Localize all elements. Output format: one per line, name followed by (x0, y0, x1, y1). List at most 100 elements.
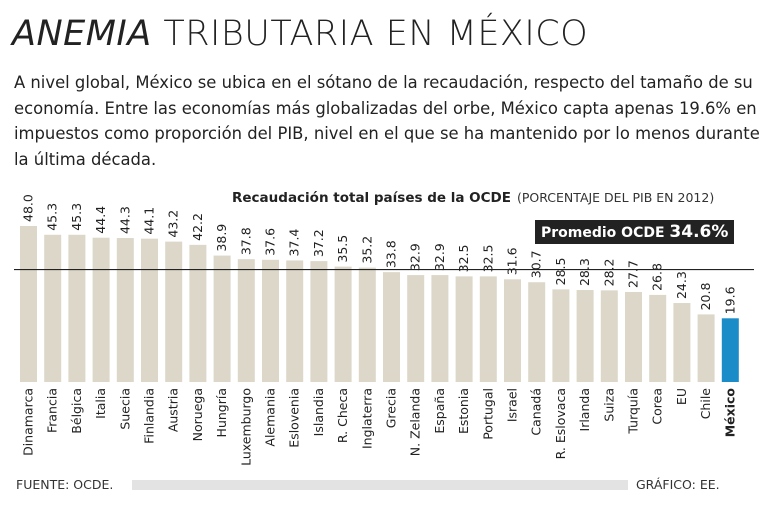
bar-españa (431, 275, 449, 382)
title-italic: ANEMIA (12, 14, 152, 54)
bar-turquía (625, 291, 642, 382)
bar-value-label: 42.2 (190, 213, 205, 241)
bar-value-label: 37.8 (238, 227, 253, 255)
bar-value-label: 45.3 (69, 203, 84, 231)
bar-italia (92, 237, 110, 382)
bar-dinamarca (20, 226, 37, 382)
bar-luxemburgo (237, 259, 255, 382)
chart-subtitle: Recaudación total países de la OCDE (PORC… (232, 190, 714, 206)
bar-value-label: 32.5 (480, 245, 495, 273)
bar-irlanda (576, 290, 594, 382)
bar-eslovenia (286, 260, 304, 382)
category-label: Grecia (384, 388, 399, 428)
bar-bélgica (68, 234, 86, 382)
bar-value-label: 37.4 (287, 229, 302, 257)
category-label: Canadá (529, 388, 544, 436)
category-label: Portugal (480, 388, 495, 440)
bar-finlandia (141, 238, 158, 382)
bar-chile (697, 314, 715, 382)
average-badge: Promedio OCDE 34.6% (535, 220, 735, 244)
graphic-credit: GRÁFICO: EE. (636, 477, 720, 492)
source-note: FUENTE: OCDE. (16, 477, 114, 492)
bar-value-label: 48.0 (21, 194, 36, 222)
category-label: R. Checa (335, 388, 350, 443)
bar-value-label: 28.5 (553, 258, 568, 286)
bar-noruega (189, 244, 207, 382)
category-label: Dinamarca (21, 388, 36, 456)
bar-inglaterra (358, 267, 376, 382)
category-label: Islandia (311, 388, 326, 436)
bar-value-label: 20.8 (698, 283, 713, 311)
category-label: Francia (45, 388, 60, 433)
bar-israel (504, 279, 521, 382)
bar-value-label: 19.6 (722, 286, 737, 314)
bar-corea (649, 294, 667, 382)
category-label: Finlandia (142, 388, 157, 444)
bar-r-checa (334, 266, 352, 382)
category-label: Hungría (214, 388, 229, 437)
bar-alemania (262, 259, 279, 382)
bar-value-label: 27.7 (626, 260, 641, 288)
category-label: R. Eslovaca (553, 388, 568, 459)
bar-value-label: 44.3 (117, 206, 132, 234)
bar-r-eslovaca (552, 289, 570, 382)
footer-divider (132, 480, 628, 490)
bar-islandia (310, 261, 328, 382)
bar-n-zelanda (407, 275, 425, 382)
chart-subtitle-unit: (PORCENTAJE DEL PIB EN 2012) (516, 190, 715, 205)
bar-value-label: 31.6 (505, 247, 520, 275)
bar-value-label: 44.4 (93, 206, 108, 234)
bar-value-label: 32.9 (408, 243, 423, 271)
bar-value-label: 44.1 (142, 207, 157, 235)
bar-value-label: 28.2 (601, 259, 616, 287)
category-label: Suecia (117, 388, 132, 430)
bar-value-label: 37.6 (263, 228, 278, 256)
bar-value-label: 32.5 (456, 245, 471, 273)
bar-canadá (528, 282, 546, 382)
bar-value-label: 43.2 (166, 210, 181, 238)
bar-value-label: 33.8 (384, 240, 399, 268)
bar-eu (673, 303, 691, 382)
bar-value-label: 45.3 (45, 203, 60, 231)
bar-value-label: 30.7 (529, 250, 544, 278)
category-label: Irlanda (577, 388, 592, 431)
category-label: Chile (698, 388, 713, 420)
bar-estonia (455, 276, 473, 382)
bar-value-label: 26.8 (650, 263, 665, 291)
category-label: Inglaterra (359, 388, 374, 449)
bar-value-label: 35.5 (335, 235, 350, 263)
bar-value-label: 24.3 (674, 271, 689, 299)
average-value: 34.6% (669, 222, 729, 242)
category-label: EU (674, 388, 689, 405)
category-label: Bélgica (69, 388, 84, 434)
category-label: Corea (650, 388, 665, 425)
title-rest: TRIBUTARIA EN MÉXICO (151, 14, 589, 54)
bar-hungría (213, 255, 231, 382)
category-label: Alemania (263, 388, 278, 447)
category-label: Suiza (601, 388, 616, 422)
chart-title: ANEMIA TRIBUTARIA EN MÉXICO (12, 14, 588, 54)
category-label: N. Zelanda (408, 388, 423, 456)
category-label: Israel (505, 388, 520, 422)
category-label: Austria (166, 388, 181, 432)
bar-portugal (479, 276, 497, 382)
bar-value-label: 32.9 (432, 243, 447, 271)
bar-value-label: 38.9 (214, 224, 229, 252)
bar-francia (44, 234, 62, 382)
category-label: Turquía (626, 388, 641, 435)
chart-subtitle-main: Recaudación total países de la OCDE (232, 190, 511, 206)
category-label: Luxemburgo (238, 388, 253, 466)
category-label: Estonia (456, 388, 471, 434)
bar-suiza (600, 290, 618, 382)
bar-chart: 48.0 Dinamarca 45.3 Francia 45.3 Bélgica 44.4 I… (14, 194, 754, 466)
category-label: Italia (93, 388, 108, 419)
bar-value-label: 35.2 (359, 236, 374, 264)
category-label: Eslovenia (287, 388, 302, 448)
average-label: Promedio OCDE (541, 225, 665, 241)
category-label: México (722, 388, 737, 438)
bar-value-label: 37.2 (311, 229, 326, 257)
bar-méxico (721, 318, 739, 382)
category-label: España (432, 388, 447, 434)
bar-austria (165, 241, 183, 382)
intro-text: A nivel global, México se ubica en el só… (14, 73, 760, 169)
